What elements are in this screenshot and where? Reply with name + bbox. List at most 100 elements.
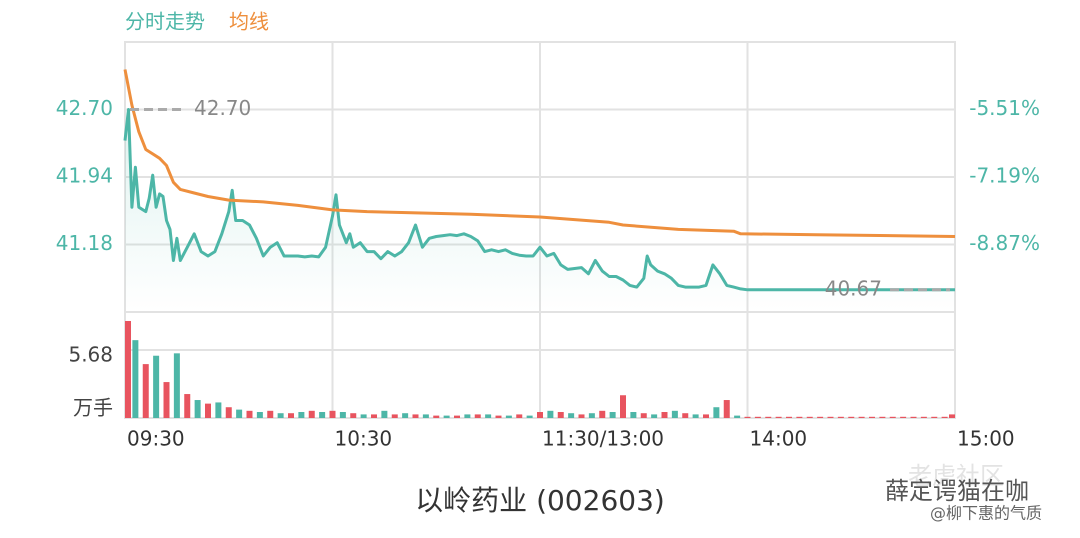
volume-bar	[474, 414, 481, 418]
volume-bar	[184, 394, 191, 418]
volume-bar	[256, 412, 263, 418]
volume-bar	[173, 353, 180, 418]
volume-bar	[132, 340, 139, 418]
volume-bar	[661, 412, 668, 418]
unit-label: 万手	[73, 396, 113, 420]
volume-bar	[682, 413, 689, 418]
volume-bar	[703, 414, 709, 418]
volume-bar	[308, 410, 315, 418]
volume-bar	[412, 414, 419, 418]
volume-bar	[723, 400, 730, 418]
y2-tick-label: -5.51%	[969, 96, 1040, 120]
x-tick-label: 09:30	[127, 427, 185, 451]
volume-bar	[900, 416, 907, 418]
volume-bar	[920, 416, 927, 418]
chart-title: 以岭药业 (002603)	[415, 484, 665, 517]
x-tick-label: 14:00	[750, 427, 808, 451]
volume-bar	[640, 413, 647, 418]
volume-bar	[215, 402, 222, 418]
volume-bar	[609, 412, 616, 418]
volume-bar	[402, 413, 409, 418]
volume-bar	[827, 416, 834, 418]
volume-bar	[765, 416, 772, 418]
volume-bar	[391, 414, 398, 418]
volume-bar	[734, 415, 741, 418]
volume-bar	[775, 416, 782, 418]
volume-bar	[889, 416, 896, 418]
series-line	[123, 69, 956, 238]
volume-bar	[837, 416, 844, 418]
volume-bar	[526, 415, 533, 418]
volume-bar	[931, 416, 938, 418]
volume-bar	[516, 414, 523, 418]
volume-bar	[329, 410, 336, 418]
volume-bar	[246, 410, 253, 418]
volume-bar	[505, 415, 512, 418]
volume-bar	[371, 414, 377, 418]
volume-bar	[879, 416, 886, 418]
volume-bar	[464, 414, 471, 418]
volume-bar	[422, 414, 429, 418]
volume-bar	[754, 416, 761, 418]
volume-bar	[319, 412, 326, 418]
volume-bar	[941, 416, 948, 418]
volume-bar	[568, 413, 575, 418]
volume-bar	[786, 416, 792, 418]
volume-bar	[599, 410, 606, 418]
volume-bar	[443, 415, 450, 418]
volume-bar	[236, 409, 243, 418]
volume-bar	[163, 382, 170, 418]
volume-bar	[620, 395, 626, 418]
volume-bar	[848, 416, 855, 418]
volume-bar	[744, 416, 751, 418]
volume-bar	[547, 410, 554, 418]
volume-bar	[277, 413, 284, 418]
volume-bar	[339, 412, 346, 418]
volume-bar	[630, 412, 637, 418]
volume-bar	[433, 415, 440, 418]
volume-bar	[651, 414, 658, 418]
volume-bar	[454, 415, 460, 418]
legend-entry: 分时走势	[125, 10, 205, 34]
volume-bar	[537, 412, 543, 418]
y-tick-label: 5.68	[68, 342, 113, 366]
y-tick-label: 41.18	[56, 231, 113, 255]
y2-tick-label: -7.19%	[969, 164, 1040, 188]
volume-bar	[381, 410, 388, 418]
volume-bar	[495, 415, 502, 418]
watermark: 薛定谔猫在咖	[885, 477, 1029, 505]
watermark: @柳下惠的气质	[930, 504, 1042, 523]
volume-bar	[557, 412, 564, 418]
volume-bar	[713, 407, 720, 418]
volume-bar	[153, 355, 160, 418]
volume-bar	[125, 320, 131, 418]
volume-bar	[288, 413, 294, 418]
volume-bar	[360, 414, 367, 418]
x-tick-label: 11:30/13:00	[542, 427, 664, 451]
series-line	[123, 108, 955, 292]
volume-bar	[949, 414, 955, 418]
volume-bar	[869, 416, 875, 418]
x-tick-label: 10:30	[335, 427, 393, 451]
volume-bar	[142, 364, 149, 418]
volume-bar	[910, 416, 917, 418]
y-tick-label: 41.94	[56, 164, 113, 188]
volume-bar	[298, 412, 305, 418]
volume-bar	[194, 400, 201, 418]
volume-bar	[817, 416, 824, 418]
annotation-label: 40.67	[825, 276, 882, 300]
volume-bar	[671, 410, 678, 418]
volume-bar	[350, 413, 357, 418]
x-tick-label: 15:00	[957, 427, 1015, 451]
legend-entry: 均线	[229, 10, 269, 34]
y-tick-label: 42.70	[56, 96, 113, 120]
volume-bar	[692, 414, 699, 418]
volume-bar	[225, 407, 232, 418]
volume-bar	[485, 414, 492, 418]
volume-bar	[858, 416, 865, 418]
annotation-label: 42.70	[194, 96, 251, 120]
volume-bar	[806, 416, 813, 418]
volume-bar	[267, 410, 274, 418]
volume-bar	[588, 413, 595, 418]
watermark: 老虎社区	[908, 462, 1004, 490]
